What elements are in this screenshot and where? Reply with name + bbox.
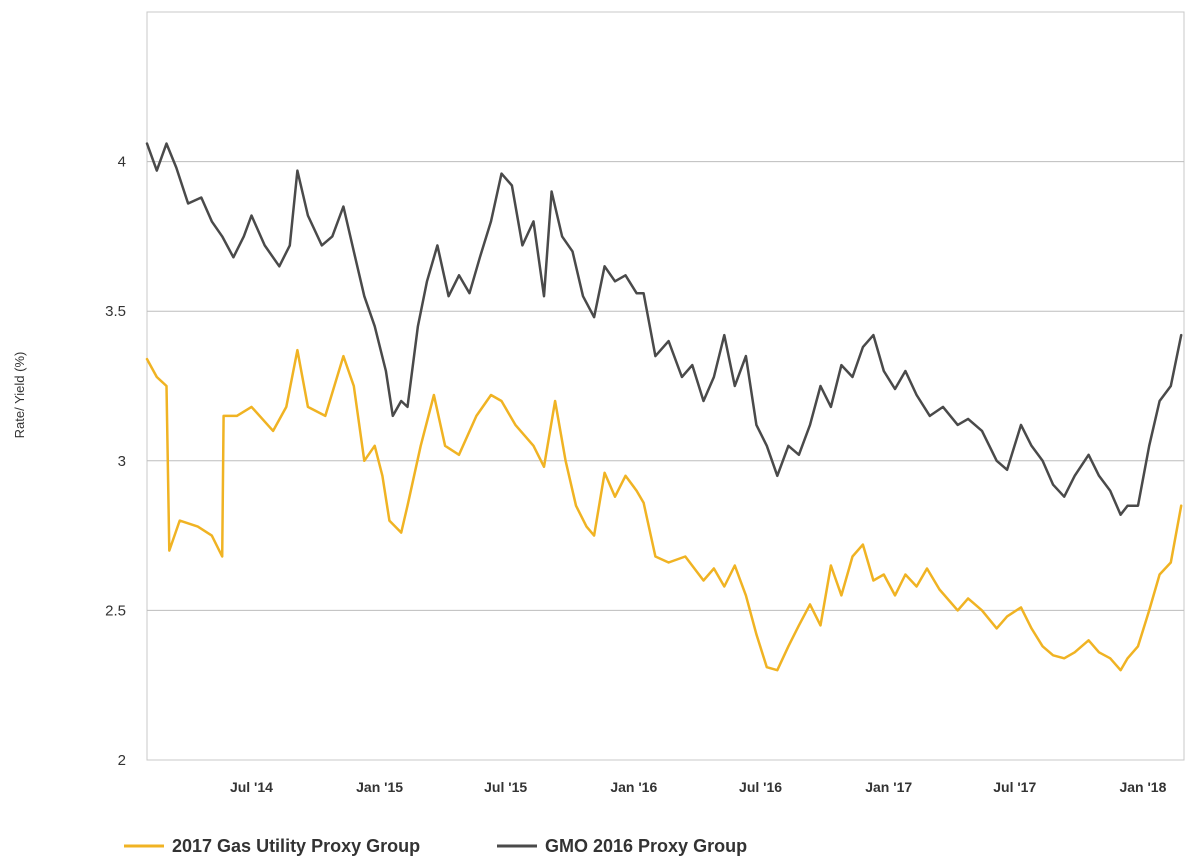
x-tick-label: Jan '15 xyxy=(356,779,403,795)
x-tick-label: Jul '15 xyxy=(484,779,527,795)
series-lines xyxy=(145,142,1183,672)
y-tick-label: 2 xyxy=(118,752,126,769)
y-tick-label: 3.5 xyxy=(105,303,126,320)
y-tick-label: 3 xyxy=(118,453,126,470)
series-line-gas-utility xyxy=(145,348,1183,672)
legend-item-gmo-2016: GMO 2016 Proxy Group xyxy=(497,836,747,856)
plot-area-frame xyxy=(146,11,1185,761)
y-tick-label: 2.5 xyxy=(105,602,126,619)
legend: 2017 Gas Utility Proxy Group GMO 2016 Pro… xyxy=(124,836,747,856)
legend-label: 2017 Gas Utility Proxy Group xyxy=(172,836,420,856)
x-axis-ticks: Jul '14 Jan '15 Jul '15 Jan '16 Jul '16 Jan '… xyxy=(230,779,1167,795)
legend-item-gas-utility: 2017 Gas Utility Proxy Group xyxy=(124,836,420,856)
gridlines xyxy=(147,161,1184,611)
y-axis-ticks: 2 2.5 3 3.5 4 xyxy=(105,154,126,769)
y-tick-label: 4 xyxy=(118,154,126,171)
x-tick-label: Jan '18 xyxy=(1119,779,1166,795)
y-axis-label: Rate/ Yield (%) xyxy=(12,352,27,439)
x-tick-label: Jan '17 xyxy=(865,779,912,795)
x-tick-label: Jul '17 xyxy=(993,779,1036,795)
series-line-gmo-2016 xyxy=(145,142,1183,516)
x-tick-label: Jan '16 xyxy=(610,779,657,795)
legend-label: GMO 2016 Proxy Group xyxy=(545,836,747,856)
x-tick-label: Jul '16 xyxy=(739,779,782,795)
x-tick-label: Jul '14 xyxy=(230,779,273,795)
